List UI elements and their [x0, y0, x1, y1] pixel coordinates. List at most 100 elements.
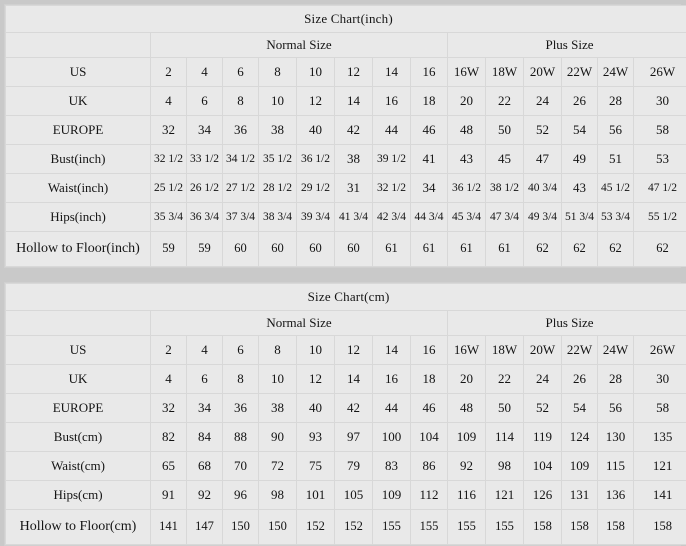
data-cell: 97	[335, 423, 373, 452]
data-cell: 82	[151, 423, 187, 452]
data-cell: 51	[598, 145, 634, 174]
data-cell: 34	[411, 174, 448, 203]
data-cell: 2	[151, 58, 187, 87]
data-cell: 155	[373, 510, 411, 545]
data-cell: 130	[598, 423, 634, 452]
data-cell: 10	[297, 58, 335, 87]
data-cell: 14	[335, 87, 373, 116]
data-cell: 36	[223, 394, 259, 423]
data-cell: 6	[223, 336, 259, 365]
data-cell: 14	[335, 365, 373, 394]
data-cell: 44 3/4	[411, 203, 448, 232]
data-cell: 28	[598, 365, 634, 394]
data-cell: 49	[562, 145, 598, 174]
data-cell: 49 3/4	[524, 203, 562, 232]
data-cell: 41 3/4	[335, 203, 373, 232]
data-cell: 55 1/2	[634, 203, 686, 232]
data-cell: 36	[223, 116, 259, 145]
data-cell: 158	[634, 510, 686, 545]
data-cell: 20	[448, 365, 486, 394]
data-cell: 62	[562, 232, 598, 267]
data-cell: 34	[187, 394, 223, 423]
data-cell: 88	[223, 423, 259, 452]
data-cell: 62	[524, 232, 562, 267]
data-cell: 155	[448, 510, 486, 545]
data-cell: 10	[259, 365, 297, 394]
data-cell: 60	[223, 232, 259, 267]
data-cell: 53	[634, 145, 686, 174]
row-label: Hips(inch)	[6, 203, 151, 232]
data-cell: 8	[223, 365, 259, 394]
data-cell: 101	[297, 481, 335, 510]
data-cell: 26W	[634, 58, 686, 87]
data-cell: 38 1/2	[486, 174, 524, 203]
data-cell: 96	[223, 481, 259, 510]
data-cell: 24W	[598, 336, 634, 365]
data-cell: 60	[335, 232, 373, 267]
data-cell: 37 3/4	[223, 203, 259, 232]
data-cell: 126	[524, 481, 562, 510]
data-cell: 100	[373, 423, 411, 452]
data-cell: 150	[259, 510, 297, 545]
data-cell: 45 3/4	[448, 203, 486, 232]
data-cell: 109	[373, 481, 411, 510]
data-cell: 98	[486, 452, 524, 481]
data-cell: 20W	[524, 336, 562, 365]
data-cell: 38	[259, 116, 297, 145]
data-cell: 90	[259, 423, 297, 452]
data-cell: 155	[486, 510, 524, 545]
row-label: Hips(cm)	[6, 481, 151, 510]
data-cell: 59	[187, 232, 223, 267]
data-cell: 83	[373, 452, 411, 481]
row-label: UK	[6, 87, 151, 116]
data-cell: 28	[598, 87, 634, 116]
data-cell: 86	[411, 452, 448, 481]
row-label: EUROPE	[6, 394, 151, 423]
data-cell: 26 1/2	[187, 174, 223, 203]
data-cell: 4	[187, 336, 223, 365]
data-cell: 34	[187, 116, 223, 145]
data-cell: 33 1/2	[187, 145, 223, 174]
data-cell: 62	[634, 232, 686, 267]
data-cell: 26	[562, 365, 598, 394]
data-cell: 104	[411, 423, 448, 452]
data-cell: 16W	[448, 58, 486, 87]
data-cell: 51 3/4	[562, 203, 598, 232]
row-label: EUROPE	[6, 116, 151, 145]
data-cell: 141	[634, 481, 686, 510]
data-cell: 16W	[448, 336, 486, 365]
data-cell: 79	[335, 452, 373, 481]
data-cell: 56	[598, 394, 634, 423]
data-cell: 8	[259, 58, 297, 87]
data-cell: 34 1/2	[223, 145, 259, 174]
data-cell: 10	[259, 87, 297, 116]
data-cell: 53 3/4	[598, 203, 634, 232]
data-cell: 6	[187, 87, 223, 116]
data-cell: 8	[223, 87, 259, 116]
data-cell: 54	[562, 394, 598, 423]
data-cell: 61	[486, 232, 524, 267]
data-cell: 109	[562, 452, 598, 481]
row-label: US	[6, 336, 151, 365]
chart-title: Size Chart(inch)	[6, 6, 686, 33]
data-cell: 62	[598, 232, 634, 267]
data-cell: 48	[448, 394, 486, 423]
data-cell: 14	[373, 58, 411, 87]
data-cell: 72	[259, 452, 297, 481]
data-cell: 22	[486, 365, 524, 394]
data-cell: 29 1/2	[297, 174, 335, 203]
data-cell: 70	[223, 452, 259, 481]
data-cell: 24	[524, 87, 562, 116]
data-cell: 14	[373, 336, 411, 365]
data-cell: 26W	[634, 336, 686, 365]
data-cell: 42	[335, 116, 373, 145]
data-cell: 40 3/4	[524, 174, 562, 203]
